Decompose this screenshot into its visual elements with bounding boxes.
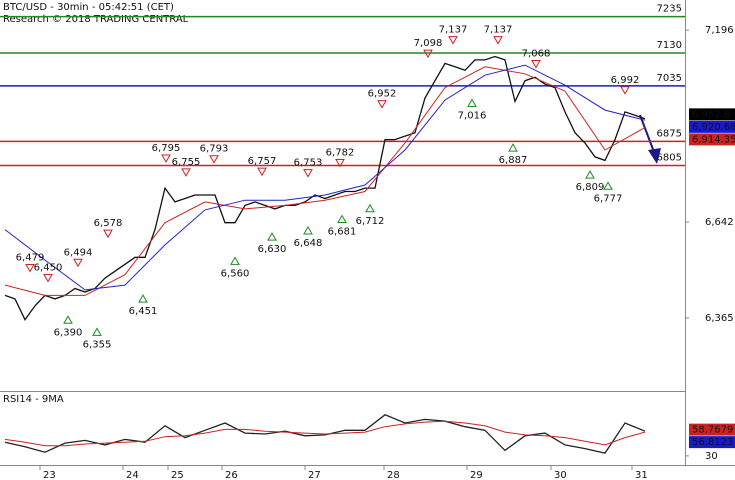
resistance-marker xyxy=(620,86,630,95)
last-value-box xyxy=(689,133,735,146)
resistance-marker xyxy=(493,36,503,45)
forecast-arrowhead xyxy=(648,148,661,164)
resistance-marker xyxy=(335,159,345,168)
resistance-marker xyxy=(423,49,433,59)
resistance-label: 6,755 xyxy=(172,157,201,168)
resistance-label: 7,137 xyxy=(439,25,468,36)
y-tick-label: 30 xyxy=(705,451,718,462)
support-marker xyxy=(303,225,313,235)
rsi-title: RSI14 - 9MA xyxy=(3,394,64,405)
resistance-label: 6,952 xyxy=(368,89,397,100)
resistance-label: 6,757 xyxy=(248,156,277,167)
resistance-marker xyxy=(25,263,35,273)
y-tick-label: 6,642 xyxy=(705,217,734,228)
support-label: 6,630 xyxy=(258,244,287,255)
resistance-marker xyxy=(103,229,113,239)
support-marker xyxy=(365,203,375,213)
level-label: 7235 xyxy=(657,4,682,15)
resistance-label: 7,098 xyxy=(414,38,443,49)
support-label: 6,681 xyxy=(328,227,357,238)
last-value-box xyxy=(689,436,735,449)
last-value-label: 6,914.35 xyxy=(692,134,735,145)
resistance-marker xyxy=(43,274,53,283)
y-tick-label: 7,196 xyxy=(705,25,734,36)
resistance-label: 6,450 xyxy=(34,263,63,274)
last-value-box xyxy=(689,120,735,133)
resistance-label: 6,494 xyxy=(64,247,93,258)
resistance-marker xyxy=(161,154,171,164)
x-tick-label: 24 xyxy=(126,470,139,480)
forecast-arrow xyxy=(639,114,655,153)
last-value-box xyxy=(689,423,735,436)
support-label: 6,777 xyxy=(594,193,623,204)
resistance-label: 7,137 xyxy=(484,25,513,36)
resistance-marker xyxy=(73,258,83,268)
resistance-marker xyxy=(448,36,458,45)
resistance-label: 7,068 xyxy=(522,48,551,59)
resistance-marker xyxy=(257,167,267,177)
support-label: 6,887 xyxy=(499,155,528,166)
resistance-label: 6,782 xyxy=(326,148,355,159)
support-label: 6,712 xyxy=(356,216,385,227)
support-marker xyxy=(138,294,148,303)
resistance-label: 6,992 xyxy=(611,75,640,86)
chart-title: BTC/USD - 30min - 05:42:51 (CET) xyxy=(3,2,174,13)
support-label: 6,451 xyxy=(129,306,158,317)
support-marker xyxy=(585,170,595,179)
resistance-marker xyxy=(181,168,191,177)
level-label: 6805 xyxy=(657,153,682,164)
level-label: 7130 xyxy=(657,40,682,51)
x-tick-label: 25 xyxy=(171,470,184,480)
support-marker xyxy=(63,315,73,324)
support-marker xyxy=(92,327,102,336)
support-marker xyxy=(467,98,477,107)
last-value-label: 6,952.8 xyxy=(692,109,730,120)
support-label: 7,016 xyxy=(458,110,487,121)
last-value-label: 56.8123 xyxy=(692,437,733,448)
x-tick-label: 23 xyxy=(43,470,56,480)
x-tick-label: 31 xyxy=(635,470,648,480)
support-label: 6,390 xyxy=(54,327,83,338)
support-label: 6,648 xyxy=(294,238,323,249)
support-marker xyxy=(508,143,518,152)
last-value-label: 58.7679 xyxy=(692,425,733,436)
x-tick-label: 26 xyxy=(225,470,238,480)
series-line xyxy=(4,66,646,296)
support-marker xyxy=(230,256,240,265)
support-label: 6,809 xyxy=(576,182,605,193)
resistance-label: 6,578 xyxy=(94,218,123,229)
support-marker xyxy=(267,232,277,241)
resistance-marker xyxy=(303,169,313,178)
resistance-label: 6,793 xyxy=(200,144,229,155)
support-label: 6,560 xyxy=(221,268,250,279)
support-marker xyxy=(603,181,613,190)
resistance-marker xyxy=(531,59,541,69)
support-label: 6,355 xyxy=(83,339,112,350)
x-tick-label: 28 xyxy=(387,470,400,480)
last-value-box xyxy=(689,108,735,121)
y-tick-label: 6,365 xyxy=(705,313,734,324)
level-label: 6875 xyxy=(657,128,682,139)
x-tick-label: 30 xyxy=(554,470,567,480)
last-value-label: 6,920.68 xyxy=(692,122,735,133)
chart-subtitle: Research © 2018 TRADING CENTRAL xyxy=(3,14,189,25)
x-tick-label: 29 xyxy=(470,470,483,480)
resistance-label: 6,479 xyxy=(16,252,45,263)
x-tick-label: 27 xyxy=(308,470,321,480)
resistance-label: 6,753 xyxy=(294,158,323,169)
series-line xyxy=(4,64,646,291)
series-line xyxy=(4,420,646,447)
resistance-label: 6,795 xyxy=(152,143,181,154)
resistance-marker xyxy=(209,155,219,164)
level-label: 7035 xyxy=(657,73,682,84)
support-marker xyxy=(337,214,347,224)
resistance-marker xyxy=(377,100,387,109)
